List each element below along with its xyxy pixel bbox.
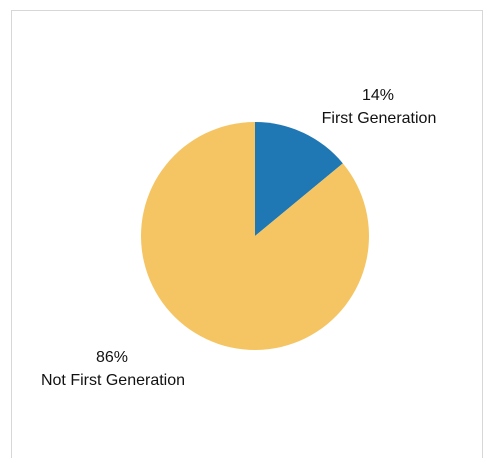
pie-slice-not-first-generation [140, 122, 369, 350]
label-not-first-generation: 86% Not First Generation [41, 349, 185, 389]
pct-label-not-first-generation: 86% [96, 349, 128, 366]
name-label-first-generation: First Generation [322, 110, 437, 127]
name-label-not-first-generation: Not First Generation [41, 372, 185, 389]
pct-label-first-generation: 14% [362, 87, 394, 104]
label-first-generation: 14% First Generation [322, 87, 437, 127]
pie-slices [140, 122, 369, 350]
pie-slice-first-generation [255, 122, 343, 236]
